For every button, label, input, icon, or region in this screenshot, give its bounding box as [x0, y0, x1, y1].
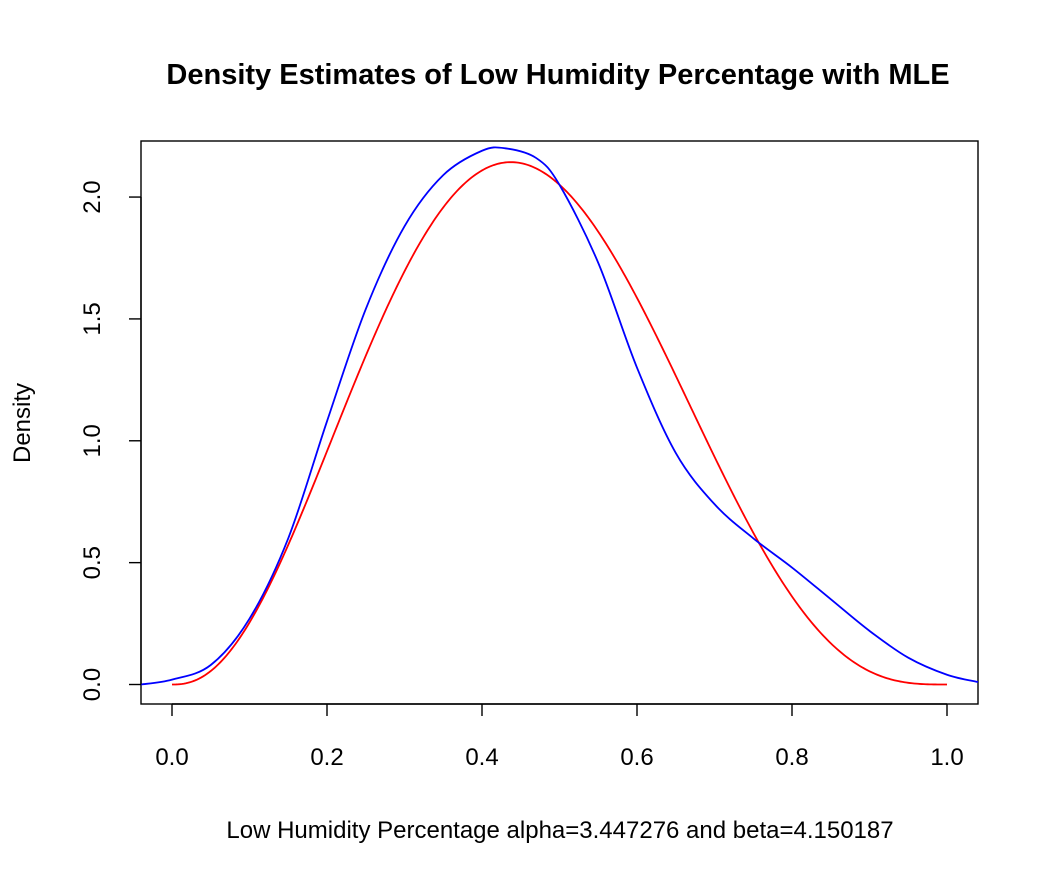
series-line-2	[140, 146, 979, 686]
x-axis-label: Low Humidity Percentage alpha=3.447276 a…	[226, 817, 893, 844]
y-axis: 0.0 0.5 1.0 1.5 2.0	[79, 180, 142, 701]
y-tick-label: 0.0	[79, 668, 106, 701]
x-tick-label: 0.8	[775, 744, 808, 771]
series-group	[140, 146, 979, 686]
y-axis-label: Density	[9, 383, 36, 463]
y-tick-label: 0.5	[79, 546, 106, 579]
x-tick-label: 1.0	[930, 744, 963, 771]
x-tick-label: 0.0	[155, 744, 188, 771]
y-tick-label: 1.5	[79, 302, 106, 335]
x-tick-label: 0.4	[465, 744, 498, 771]
x-tick-label: 0.6	[620, 744, 653, 771]
x-tick-label: 0.2	[310, 744, 343, 771]
plot-frame	[140, 140, 979, 705]
y-tick-label: 2.0	[79, 180, 106, 213]
y-tick-label: 1.0	[79, 424, 106, 457]
x-axis: 0.0 0.2 0.4 0.6 0.8 1.0	[155, 703, 964, 771]
series-line-1	[171, 161, 947, 686]
chart-title: Density Estimates of Low Humidity Percen…	[166, 59, 949, 91]
